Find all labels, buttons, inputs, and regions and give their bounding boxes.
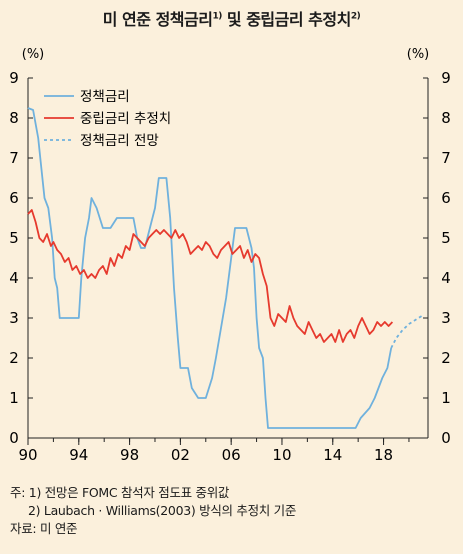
y-tick-label-right: 4 bbox=[441, 269, 451, 287]
x-tick-label: 18 bbox=[374, 446, 393, 464]
y-tick-label-left: 8 bbox=[9, 109, 19, 127]
x-tick-label: 94 bbox=[69, 446, 88, 464]
y-tick-label-left: 6 bbox=[9, 189, 19, 207]
y-tick-label-left: 1 bbox=[9, 389, 19, 407]
title-text-2: 및 중립금리 추정치 bbox=[221, 10, 351, 29]
y-tick-label-left: 9 bbox=[9, 69, 19, 87]
x-tick-label: 10 bbox=[272, 446, 291, 464]
x-tick-label: 06 bbox=[222, 446, 241, 464]
y-tick-label-left: 5 bbox=[9, 229, 19, 247]
legend-label-2: 중립금리 추정치 bbox=[80, 111, 171, 127]
chart-title: 미 연준 정책금리1) 및 중립금리 추정치2) bbox=[0, 6, 463, 30]
y-tick-label-left: 7 bbox=[9, 149, 19, 167]
y-tick-label-right: 1 bbox=[441, 389, 451, 407]
legend-label-3: 정책금리 전망 bbox=[80, 133, 159, 149]
footnotes: 주: 1) 전망은 FOMC 참석자 점도표 중위값 2) Laubach · … bbox=[10, 484, 296, 538]
series-line-1 bbox=[27, 107, 393, 429]
title-footnote-1: 1) bbox=[212, 11, 222, 22]
x-tick-label: 14 bbox=[323, 446, 342, 464]
series-layer bbox=[27, 107, 423, 429]
y-tick-label-right: 9 bbox=[441, 69, 451, 87]
y-tick-label-right: 5 bbox=[441, 229, 451, 247]
y-tick-label-left: 2 bbox=[9, 349, 19, 367]
y-tick-label-right: 2 bbox=[441, 349, 451, 367]
axes: 0 0 1 1 2 2 3 3 4 4 5 5 6 6 7 7 8 8 9 9 90 94 98 02 06 10 14 18 bbox=[9, 69, 451, 464]
title-text-1: 미 연준 정책금리 bbox=[102, 10, 213, 29]
footnote-2: 2) Laubach · Williams(2003) 방식의 추정치 기준 bbox=[28, 503, 297, 518]
y-tick-label-left: 3 bbox=[9, 309, 19, 327]
line-chart: (%) (%) 0 0 1 1 2 2 3 3 4 4 5 5 6 6 7 7 8 8 9 9 90 94 98 02 06 10… bbox=[9, 47, 451, 464]
y-tick-label-left: 0 bbox=[9, 429, 19, 447]
title-footnote-2: 2) bbox=[350, 11, 361, 22]
footnote-1: 주: 1) 전망은 FOMC 참석자 점도표 중위값 bbox=[10, 485, 230, 500]
series-line-3 bbox=[390, 315, 423, 349]
y-tick-label-right: 7 bbox=[441, 149, 451, 167]
y-tick-label-right: 0 bbox=[441, 429, 451, 447]
x-tick-label: 02 bbox=[171, 446, 190, 464]
y-axis-unit-left: (%) bbox=[22, 47, 45, 62]
y-tick-label-left: 4 bbox=[9, 269, 19, 287]
legend-label-1: 정책금리 bbox=[80, 89, 130, 105]
y-tick-label-right: 6 bbox=[441, 189, 451, 207]
x-tick-label: 98 bbox=[120, 446, 139, 464]
source-note: 자료: 미 연준 bbox=[10, 521, 78, 536]
x-tick-label: 90 bbox=[18, 446, 37, 464]
y-tick-label-right: 8 bbox=[441, 109, 451, 127]
y-axis-unit-right: (%) bbox=[407, 47, 430, 62]
series-line-2 bbox=[27, 209, 394, 343]
y-tick-label-right: 3 bbox=[441, 309, 451, 327]
